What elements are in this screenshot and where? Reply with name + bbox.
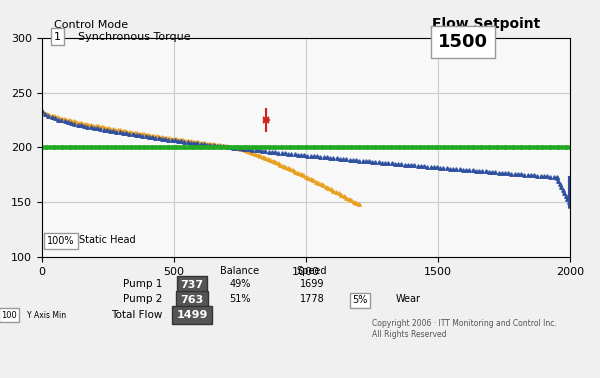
Text: Copyright 2006 · ITT Monitoring and Control Inc.
All Rights Reserved: Copyright 2006 · ITT Monitoring and Cont…	[372, 319, 557, 339]
Text: Static Head: Static Head	[79, 235, 136, 245]
Text: Wear: Wear	[396, 294, 421, 304]
Text: Pump 1: Pump 1	[122, 279, 162, 289]
Text: 49%: 49%	[229, 279, 251, 289]
Text: Speed: Speed	[297, 266, 327, 276]
Text: Pump 2: Pump 2	[122, 294, 162, 304]
Text: 1699: 1699	[300, 279, 324, 289]
Text: 100%: 100%	[47, 236, 75, 246]
Text: Balance: Balance	[220, 266, 260, 276]
Text: 1778: 1778	[299, 294, 325, 304]
Text: 1: 1	[54, 32, 61, 42]
Text: Synchronous Torque: Synchronous Torque	[78, 33, 191, 42]
Text: Total Flow: Total Flow	[110, 310, 162, 319]
Text: 5%: 5%	[352, 295, 368, 305]
Text: 1499: 1499	[176, 310, 208, 320]
Text: Flow Setpoint: Flow Setpoint	[432, 17, 540, 31]
Text: Y Axis Min: Y Axis Min	[27, 310, 66, 319]
Text: 51%: 51%	[229, 294, 251, 304]
Text: 737: 737	[181, 280, 203, 290]
Text: 763: 763	[181, 295, 203, 305]
Text: Control Mode: Control Mode	[54, 20, 128, 30]
Text: 100: 100	[1, 310, 17, 319]
Text: 1500: 1500	[438, 33, 488, 51]
